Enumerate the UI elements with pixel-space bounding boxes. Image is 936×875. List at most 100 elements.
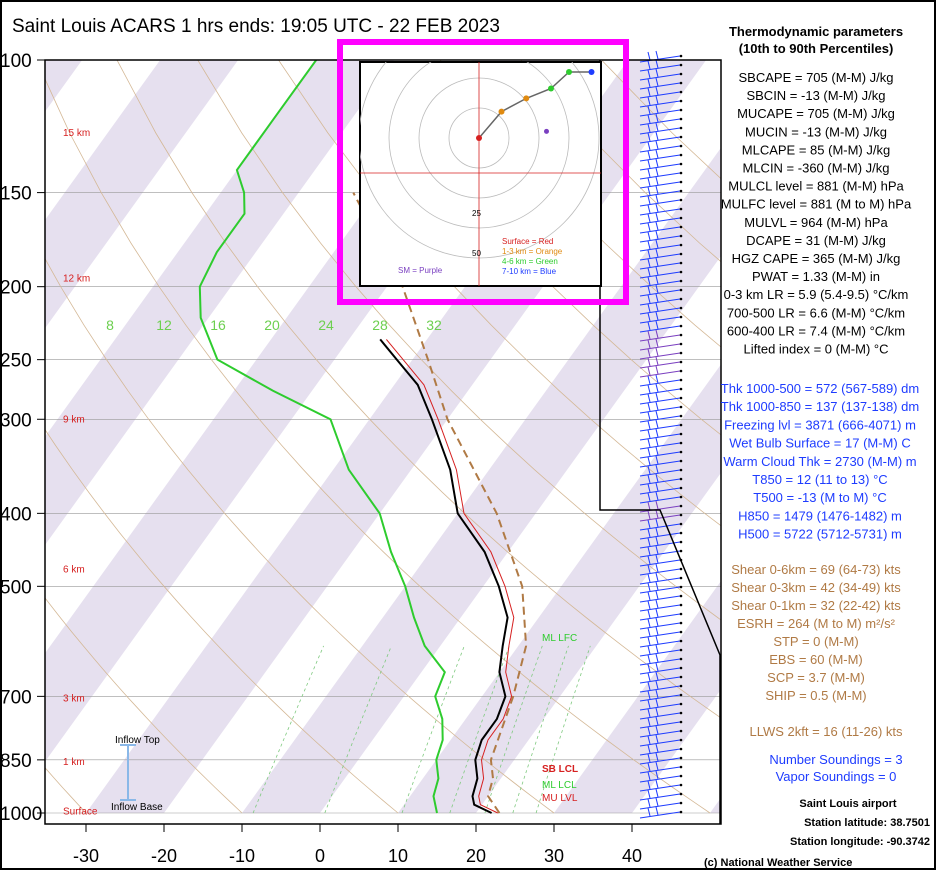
wind-barb-dot	[680, 415, 683, 418]
wind-barb-dot	[680, 163, 683, 166]
height-label: Surface	[63, 806, 98, 817]
wind-barb-dot	[680, 721, 683, 724]
param-line: Thk 1000-500 = 572 (567-589) dm	[721, 381, 919, 396]
wind-barb-dot	[680, 487, 683, 490]
wind-barb-dot	[680, 748, 683, 751]
wind-barb-dot	[680, 388, 683, 391]
wind-barb-dot	[680, 541, 683, 544]
chart-title: Saint Louis ACARS 1 hrs ends: 19:05 UTC …	[12, 16, 500, 37]
number-soundings: Number Soundings = 3	[769, 752, 902, 767]
vapor-soundings: Vapor Soundings = 0	[776, 769, 897, 784]
ml-lcl-label: ML LCL	[542, 780, 577, 791]
wind-barb-dot	[680, 127, 683, 130]
wind-barb-dot	[680, 244, 683, 247]
wind-barb-dot	[680, 730, 683, 733]
wind-barb-dot	[680, 334, 683, 337]
params-subheader: (10th to 90th Percentiles)	[739, 41, 894, 56]
wind-barb-dot	[680, 91, 683, 94]
wind-barb-dot	[680, 775, 683, 778]
wind-barb-dot	[680, 802, 683, 805]
height-label: 6 km	[63, 565, 85, 576]
mixing-ratio-label: 20	[264, 317, 280, 333]
wind-barb-dot	[680, 604, 683, 607]
storm-motion-point	[544, 129, 549, 134]
param-line: T500 = -13 (M to M) °C	[753, 490, 886, 505]
wind-barb-dot	[680, 586, 683, 589]
param-line: Shear 0-1km = 32 (22-42) kts	[731, 598, 901, 613]
wind-barb-dot	[680, 694, 683, 697]
moisture-param-list: Thk 1000-500 = 572 (567-589) dm Thk 1000-…	[721, 381, 919, 542]
mixing-ratio-label: 16	[210, 317, 226, 333]
ml-lfc-label: ML LFC	[542, 633, 577, 644]
hodograph-point	[589, 69, 595, 75]
inflow-top-label: Inflow Top	[115, 735, 160, 746]
hodo-legend-surface: Surface = Red	[502, 237, 553, 246]
pressure-tick-label: 300	[0, 410, 32, 431]
hodograph-point	[499, 109, 505, 115]
param-line: Freezing lvl = 3871 (666-4071) m	[724, 417, 916, 432]
wind-barb-dot	[680, 136, 683, 139]
sb-lcl-label: SB LCL	[542, 764, 578, 775]
wind-barb-dot	[680, 712, 683, 715]
wind-barb-dot	[680, 100, 683, 103]
temperature-tick-label: 0	[315, 846, 325, 866]
llws-param: LLWS 2kft = 16 (11-26) kts	[749, 724, 903, 739]
wind-barb-dot	[680, 568, 683, 571]
wind-barb-dot	[680, 631, 683, 634]
param-line: MLCIN = -360 (M-M) J/kg	[743, 161, 890, 176]
wind-barb-dot	[680, 532, 683, 535]
wind-barb-dot	[680, 442, 683, 445]
param-line: STP = 0 (M-M)	[773, 634, 858, 649]
wind-barb-dot	[680, 298, 683, 301]
wind-barb-dot	[680, 469, 683, 472]
mixing-ratio-label: 24	[318, 317, 334, 333]
wind-barb-dot	[680, 379, 683, 382]
pressure-tick-label: 250	[0, 351, 32, 372]
wind-barb-dot	[680, 352, 683, 355]
wind-barb-dot	[680, 172, 683, 175]
wind-barb-dot	[680, 55, 683, 58]
station-name: Saint Louis airport	[799, 798, 897, 810]
hodo-legend-4-6km: 4-6 km = Green	[502, 257, 558, 266]
wind-barb-dot	[680, 676, 683, 679]
pressure-tick-label: 500	[0, 577, 32, 598]
wind-barb-dot	[680, 550, 683, 553]
height-label: 3 km	[63, 694, 85, 705]
wind-barb-dot	[680, 460, 683, 463]
wind-barb-dot	[680, 181, 683, 184]
height-label: 15 km	[63, 128, 90, 139]
temperature-tick-label: 10	[388, 846, 408, 866]
wind-barb-dot	[680, 118, 683, 121]
mixing-ratio-label: 28	[372, 317, 388, 333]
wind-barb-dot	[680, 451, 683, 454]
wind-barb-dot	[680, 307, 683, 310]
param-line: Lifted index = 0 (M-M) °C	[744, 342, 889, 357]
wind-barb-dot	[680, 640, 683, 643]
param-line: Shear 0-6km = 69 (64-73) kts	[731, 562, 901, 577]
inflow-base-label: Inflow Base	[111, 802, 163, 813]
param-line: Warm Cloud Thk = 2730 (M-M) m	[723, 454, 916, 469]
temperature-tick-label: 40	[622, 846, 642, 866]
wind-barb-dot	[680, 289, 683, 292]
param-line: MUCAPE = 705 (M-M) J/kg	[737, 106, 895, 121]
wind-barb-dot	[680, 433, 683, 436]
param-line: 600-400 LR = 7.4 (M-M) °C/km	[727, 323, 905, 338]
param-line: H500 = 5722 (5712-5731) m	[738, 527, 902, 542]
param-line: H850 = 1479 (1476-1482) m	[738, 508, 902, 523]
hodograph-point	[548, 86, 554, 92]
wind-barb-dot	[680, 82, 683, 85]
wind-barb-dot	[680, 613, 683, 616]
wind-barb-dot	[680, 370, 683, 373]
param-line: SHIP = 0.5 (M-M)	[765, 688, 866, 703]
param-line: Thk 1000-850 = 137 (137-138) dm	[721, 399, 919, 414]
wind-barb-dot	[680, 406, 683, 409]
wind-barb-dot	[680, 658, 683, 661]
hodo-ring-label-25: 25	[472, 209, 481, 218]
wind-barb-dot	[680, 217, 683, 220]
param-line: 700-500 LR = 6.6 (M-M) °C/km	[727, 305, 905, 320]
wind-barb-dot	[680, 703, 683, 706]
param-line: MULFC level = 881 (M to M) hPa	[721, 197, 912, 212]
param-line: MULVL = 964 (M-M) hPa	[744, 215, 888, 230]
param-line: PWAT = 1.33 (M-M) in	[752, 269, 880, 284]
